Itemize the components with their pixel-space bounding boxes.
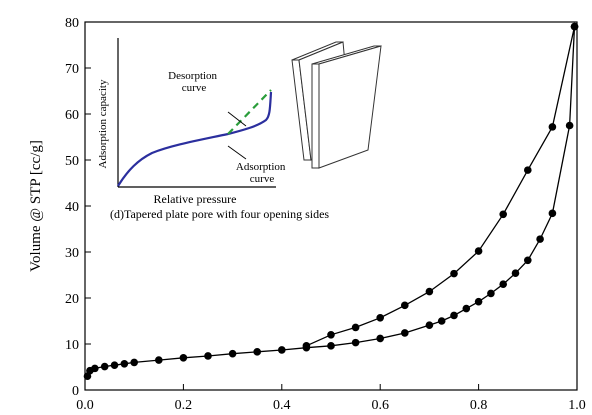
data-point	[511, 269, 520, 277]
data-point	[570, 22, 579, 31]
data-point	[120, 359, 129, 368]
inset: Adsorption capacity Relative pressure (d…	[97, 38, 382, 221]
y-tick-label: 70	[65, 62, 79, 77]
data-point	[253, 348, 261, 356]
inset-x-label: Relative pressure	[154, 192, 237, 206]
x-tick-label: 0.2	[175, 398, 193, 413]
data-point	[351, 338, 360, 347]
adsorption-label: Adsorption curve	[236, 161, 288, 185]
x-tick-label: 0.8	[470, 398, 488, 413]
x-tick-label: 0.6	[371, 398, 389, 413]
data-point	[474, 297, 483, 306]
data-point	[401, 329, 409, 337]
data-point	[548, 123, 557, 131]
y-tick-label: 0	[72, 384, 79, 399]
data-point	[565, 121, 574, 130]
x-axis-ticks: 0.0 0.2 0.4 0.6 0.8 1.0	[76, 384, 586, 413]
data-point	[474, 247, 483, 255]
data-point	[179, 354, 188, 362]
inset-adsorption-curve	[117, 91, 273, 187]
data-point	[155, 356, 163, 364]
desorption-pointer	[227, 111, 247, 127]
data-point	[425, 287, 434, 296]
data-point	[327, 342, 335, 350]
data-point	[376, 334, 385, 343]
data-point	[351, 323, 360, 332]
data-point	[278, 346, 286, 354]
inset-caption: (d)Tapered plate pore with four opening …	[110, 207, 329, 221]
desorption-label: Desorption curve	[168, 70, 220, 94]
data-point	[100, 362, 109, 371]
x-tick-label: 0.4	[273, 398, 291, 413]
data-point	[499, 280, 508, 289]
series-line-2	[306, 26, 576, 347]
data-point	[487, 289, 495, 298]
data-point	[204, 352, 212, 360]
inset-desorption-curve	[227, 89, 272, 135]
data-point	[450, 269, 458, 278]
data-point	[302, 342, 311, 350]
y-tick-label: 50	[65, 154, 79, 169]
y-tick-label: 60	[65, 108, 79, 123]
data-point	[425, 321, 434, 329]
y-tick-label: 20	[65, 292, 79, 307]
data-point	[401, 301, 409, 310]
tapered-plate-pore-drawing	[291, 41, 382, 169]
data-point	[536, 235, 544, 243]
data-point	[524, 256, 532, 265]
y-tick-label: 30	[65, 246, 79, 261]
data-point	[376, 313, 385, 322]
x-tick-label: 1.0	[568, 398, 586, 413]
y-tick-label: 40	[65, 200, 79, 215]
data-point	[548, 209, 557, 218]
series-layer	[83, 22, 579, 381]
data-point	[228, 349, 237, 358]
y-tick-label: 80	[65, 16, 79, 31]
x-tick-label: 0.0	[76, 398, 94, 413]
data-point	[450, 311, 458, 320]
data-point	[110, 361, 119, 369]
data-point	[91, 364, 99, 373]
y-tick-label: 10	[65, 338, 79, 353]
data-point	[130, 358, 138, 367]
data-point	[437, 317, 446, 325]
inset-y-label: Adsorption capacity	[97, 79, 109, 168]
data-point	[524, 166, 532, 174]
data-point	[462, 304, 471, 313]
data-point	[499, 210, 508, 219]
y-axis-label: Volume @ STP [cc/g]	[28, 140, 44, 272]
adsorption-pointer	[227, 145, 247, 160]
data-point	[327, 331, 335, 339]
y-axis-ticks: 0 10 20 30 40 50 60 70 80	[65, 16, 91, 399]
